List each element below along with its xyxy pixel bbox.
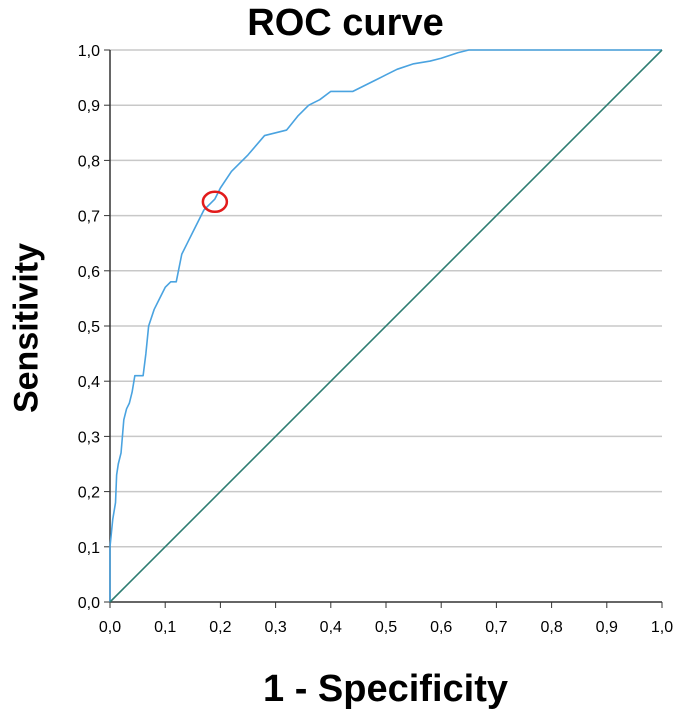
y-tick-label: 0,5 (78, 319, 100, 336)
y-tick-label: 0,7 (78, 209, 100, 226)
y-tick-label: 0,0 (78, 595, 100, 612)
y-tick-label: 0,9 (78, 98, 100, 115)
y-tick-label: 0,2 (78, 485, 100, 502)
x-tick-label: 0,4 (320, 619, 342, 636)
x-tick-label: 0,0 (99, 619, 121, 636)
series-group (109, 49, 663, 603)
y-tick-label: 1,0 (78, 43, 100, 60)
chart-title: ROC curve (247, 2, 444, 44)
y-tick-label: 0,8 (78, 153, 100, 170)
x-tick-label: 0,3 (264, 619, 286, 636)
roc-curve-line (109, 49, 662, 602)
annotations (201, 190, 229, 214)
reference-diagonal-line (109, 49, 663, 603)
x-tick-label: 0,6 (430, 619, 452, 636)
y-ticks: 0,0 0,1 0,2 0,3 0,4 0,5 0,6 0,7 0,8 0,9 1,0 (78, 43, 110, 612)
x-tick-label: 1,0 (651, 619, 673, 636)
y-tick-label: 0,1 (78, 540, 100, 557)
x-tick-label: 0,7 (485, 619, 507, 636)
x-ticks: 0,0 0,1 0,2 0,3 0,4 0,5 0,6 0,7 0,8 0,9 1,0 (99, 602, 673, 636)
x-tick-label: 0,2 (209, 619, 231, 636)
x-tick-label: 0,1 (154, 619, 176, 636)
x-tick-label: 0,8 (540, 619, 562, 636)
y-tick-label: 0,3 (78, 429, 100, 446)
y-tick-label: 0,6 (78, 264, 100, 281)
highlight-circle-marker (201, 190, 229, 214)
gridlines (110, 49, 662, 548)
x-axis-label: 1 - Specificity (263, 668, 508, 710)
y-tick-label: 0,4 (78, 374, 100, 391)
x-tick-label: 0,5 (375, 619, 397, 636)
x-tick-label: 0,9 (596, 619, 618, 636)
